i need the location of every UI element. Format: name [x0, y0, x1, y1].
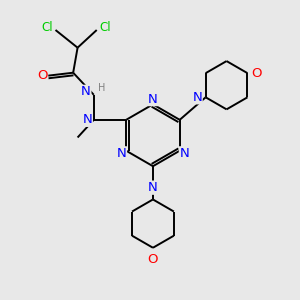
Text: N: N [148, 93, 158, 106]
Text: O: O [148, 253, 158, 266]
Text: H: H [98, 83, 106, 93]
Text: N: N [81, 85, 91, 98]
Text: N: N [179, 147, 189, 160]
Text: Cl: Cl [100, 21, 111, 34]
Text: Cl: Cl [41, 21, 52, 34]
Text: N: N [192, 91, 202, 104]
Text: N: N [148, 181, 158, 194]
Text: O: O [37, 69, 47, 82]
Text: N: N [117, 147, 127, 160]
Text: N: N [82, 113, 92, 126]
Text: O: O [251, 67, 262, 80]
